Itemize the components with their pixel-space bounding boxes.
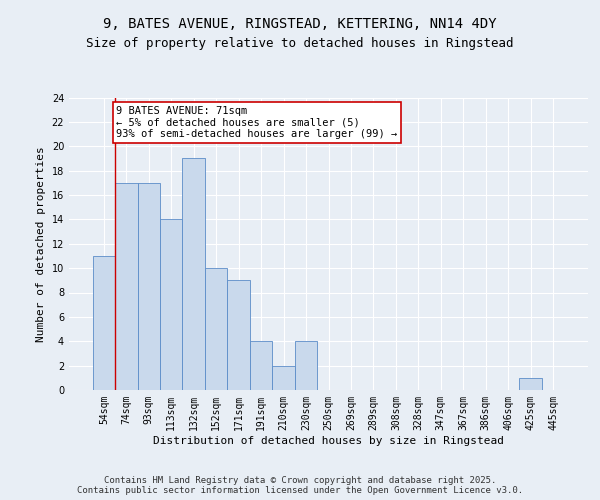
Y-axis label: Number of detached properties: Number of detached properties xyxy=(36,146,46,342)
Bar xyxy=(92,256,115,390)
Bar xyxy=(272,366,295,390)
Bar xyxy=(295,341,317,390)
Bar xyxy=(250,341,272,390)
Bar xyxy=(137,183,160,390)
Bar xyxy=(227,280,250,390)
Bar xyxy=(182,158,205,390)
Bar xyxy=(115,183,137,390)
X-axis label: Distribution of detached houses by size in Ringstead: Distribution of detached houses by size … xyxy=(153,436,504,446)
Bar xyxy=(205,268,227,390)
Bar xyxy=(520,378,542,390)
Text: 9 BATES AVENUE: 71sqm
← 5% of detached houses are smaller (5)
93% of semi-detach: 9 BATES AVENUE: 71sqm ← 5% of detached h… xyxy=(116,106,397,139)
Bar xyxy=(160,220,182,390)
Text: Contains HM Land Registry data © Crown copyright and database right 2025.
Contai: Contains HM Land Registry data © Crown c… xyxy=(77,476,523,495)
Text: 9, BATES AVENUE, RINGSTEAD, KETTERING, NN14 4DY: 9, BATES AVENUE, RINGSTEAD, KETTERING, N… xyxy=(103,18,497,32)
Text: Size of property relative to detached houses in Ringstead: Size of property relative to detached ho… xyxy=(86,36,514,50)
